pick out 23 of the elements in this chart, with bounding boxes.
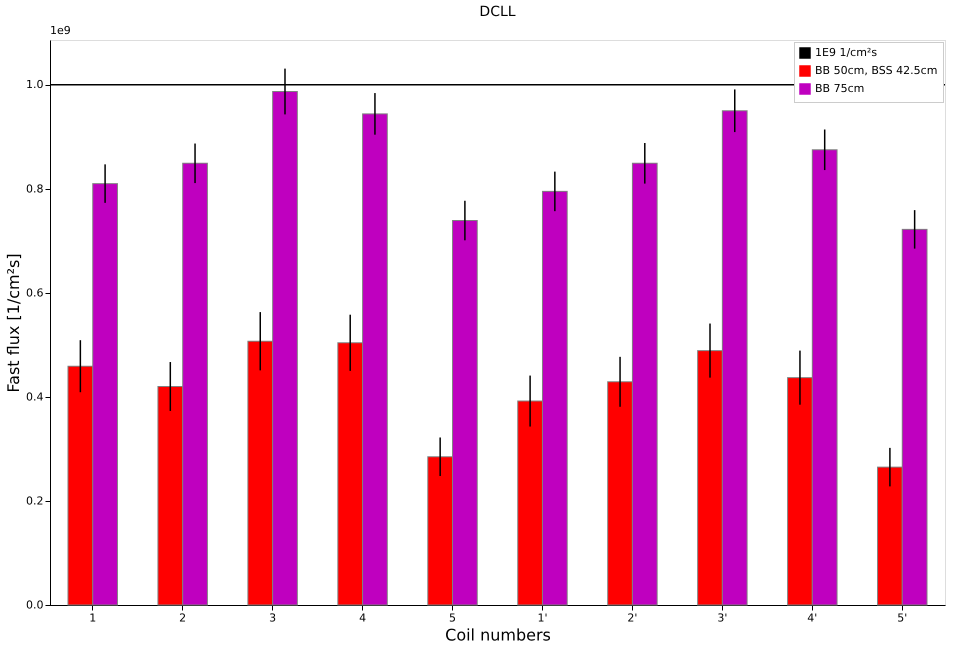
y-tick-label: 0.4 bbox=[26, 390, 44, 404]
y-axis-title: Fast flux [1/cm²s] bbox=[4, 253, 24, 393]
x-tick-label: 5' bbox=[897, 612, 908, 624]
x-tick-label: 4' bbox=[807, 612, 818, 624]
x-tick-label: 2 bbox=[179, 612, 186, 624]
y-tick-label: 0.6 bbox=[26, 286, 44, 300]
y-tick-label: 0.0 bbox=[26, 598, 44, 612]
legend-label: BB 75cm bbox=[815, 82, 864, 95]
legend-label: 1E9 1/cm²s bbox=[815, 46, 878, 59]
x-tick-label: 2' bbox=[627, 612, 638, 624]
x-tick-label: 1' bbox=[537, 612, 548, 624]
x-tick-label: 4 bbox=[359, 612, 366, 624]
legend-label: BB 50cm, BSS 42.5cm bbox=[815, 64, 938, 77]
x-tick-label: 5 bbox=[449, 612, 456, 624]
y-tick-label: 1.0 bbox=[26, 78, 44, 92]
chart-title: DCLL bbox=[479, 4, 516, 20]
x-axis-title: Coil numbers bbox=[445, 626, 551, 644]
y-tick-label: 0.2 bbox=[26, 494, 44, 508]
text: 1e9 bbox=[50, 24, 71, 37]
x-tick-label: 1 bbox=[89, 612, 96, 624]
x-tick-label: 3' bbox=[717, 612, 728, 624]
y-tick-label: 0.8 bbox=[26, 182, 44, 196]
x-tick-label: 3 bbox=[269, 612, 276, 624]
